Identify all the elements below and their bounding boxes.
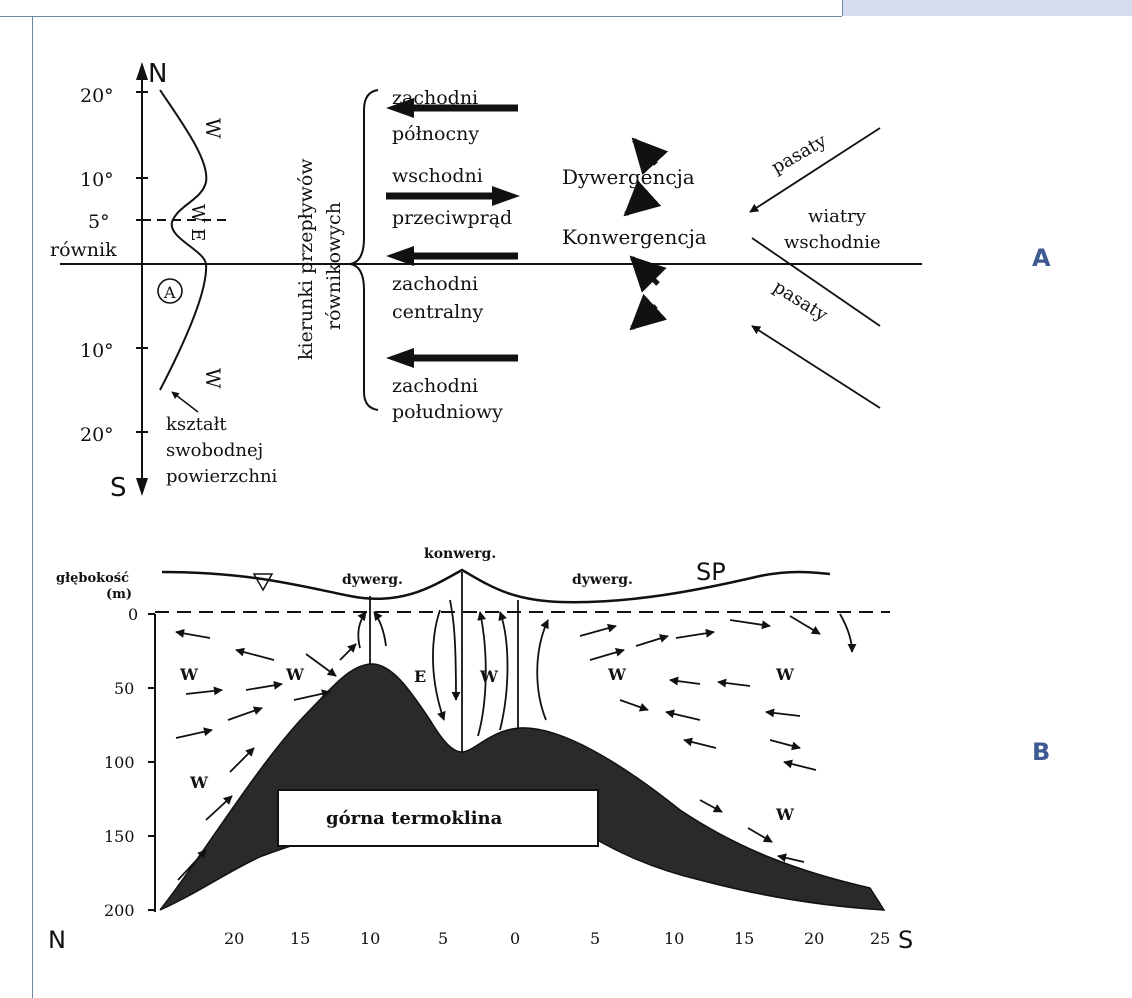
westward-arrow-icon: [386, 348, 414, 368]
current-label: W: [179, 665, 199, 684]
top-right-bar: [842, 0, 1132, 16]
sp-label: SP: [696, 558, 726, 586]
current-label: E: [414, 667, 426, 686]
east-winds-line1: wiatry: [808, 206, 867, 227]
current-1-line2: północny: [392, 123, 479, 145]
x-tick: 20: [224, 929, 244, 948]
div-conv-arrows: [623, 137, 669, 331]
current-4-line2: południowy: [392, 401, 503, 423]
current-3-line2: centralny: [392, 301, 483, 323]
frame-top-line: [0, 16, 842, 17]
dywerg-right-label: dywerg.: [572, 572, 633, 588]
westward-arrow-icon: [386, 246, 414, 266]
depth-tick-0: 0: [128, 605, 138, 624]
vertical-title-line2: równikowych: [323, 202, 345, 330]
x-tick: 10: [664, 929, 684, 948]
current-label: W: [607, 665, 627, 684]
x-tick: 10: [360, 929, 380, 948]
south-label: S: [110, 473, 127, 503]
depth-tick-100: 100: [104, 753, 135, 772]
free-surface-curve: [159, 89, 208, 391]
thermocline-box: [277, 789, 599, 847]
current-2-line1: wschodni: [392, 165, 483, 187]
thermocline-layer: [159, 663, 886, 911]
w-south-label: W: [201, 368, 225, 389]
divergence-label: Dywergencja: [562, 165, 695, 189]
lat-label-10n: 10°: [80, 169, 114, 191]
trade-winds-upper-label: pasaty: [768, 130, 831, 178]
konwerg-label: konwerg.: [424, 546, 496, 562]
sea-surface-line: [161, 568, 831, 604]
panel-label-a: A: [1032, 244, 1051, 272]
convergence-label: Konwergencja: [562, 225, 707, 249]
trade-wind-south-arrow: [751, 325, 881, 409]
currents-brace: [349, 89, 379, 411]
x-tick: 20: [804, 929, 824, 948]
we-label: W E: [187, 204, 208, 241]
north-label: N: [148, 59, 167, 89]
trade-wind-lower-line: [751, 237, 881, 327]
s-label: S: [898, 926, 913, 954]
depth-title-line1: głębokość: [56, 571, 129, 586]
equator-label: równik: [50, 239, 117, 261]
panel-b: głębokość (m) 0 50 100 150 200 konwerg. …: [48, 546, 913, 954]
x-tick: 15: [734, 929, 754, 948]
trade-winds-lower-label: pasaty: [769, 276, 831, 326]
lat-label-20s: 20°: [80, 424, 114, 446]
depth-title-line2: (m): [106, 587, 132, 602]
lat-label-20n: 20°: [80, 85, 114, 107]
surface-note-line1: kształt: [166, 414, 227, 435]
x-tick: 15: [290, 929, 310, 948]
surface-note-line3: powierzchni: [166, 466, 278, 487]
current-label: W: [189, 773, 209, 792]
lat-label-10s: 10°: [80, 340, 114, 362]
depth-tick-50: 50: [114, 679, 134, 698]
surface-note-line2: swobodnej: [166, 440, 263, 461]
north-arrowhead-icon: [136, 62, 148, 80]
vertical-title-line1: kierunki przepływów: [295, 158, 317, 360]
trade-wind-upper-arrow: [749, 127, 881, 213]
depth-tick-150: 150: [104, 827, 135, 846]
water-level-icon: [252, 573, 274, 592]
current-label: W: [775, 665, 795, 684]
x-tick: 25: [870, 929, 890, 948]
n-label: N: [48, 926, 66, 954]
east-winds-line2: wschodnie: [784, 232, 881, 253]
circle-a-label: A: [163, 283, 176, 302]
panel-a: N S 20° 10° 5° równik 10° 20° W W E W A …: [50, 59, 922, 503]
x-tick: 0: [510, 929, 520, 948]
current-2-line2: przeciwprąd: [392, 207, 512, 229]
frame-left-line: [32, 16, 33, 998]
circle-a-icon: [157, 278, 183, 304]
lat-label-5n: 5°: [88, 211, 110, 233]
panel-label-b: B: [1032, 738, 1050, 766]
current-4-line1: zachodni: [392, 375, 478, 397]
current-label: W: [775, 805, 795, 824]
south-arrowhead-icon: [136, 478, 148, 496]
westward-arrow-icon: [386, 98, 414, 118]
depth-tick-200: 200: [104, 901, 135, 920]
eastward-arrow-icon: [492, 186, 520, 206]
x-tick: 5: [590, 929, 600, 948]
dywerg-left-label: dywerg.: [342, 572, 403, 588]
surface-note-pointer: [171, 391, 199, 413]
current-label: W: [285, 665, 305, 684]
frame-step-line: [842, 0, 843, 16]
current-label: W: [479, 667, 499, 686]
x-tick: 5: [438, 929, 448, 948]
current-arrows: [386, 98, 520, 368]
thermocline-label: górna termoklina: [326, 808, 503, 829]
current-3-line1: zachodni: [392, 273, 478, 295]
w-north-label: W: [201, 118, 225, 139]
circulation-arrows: [175, 599, 857, 881]
